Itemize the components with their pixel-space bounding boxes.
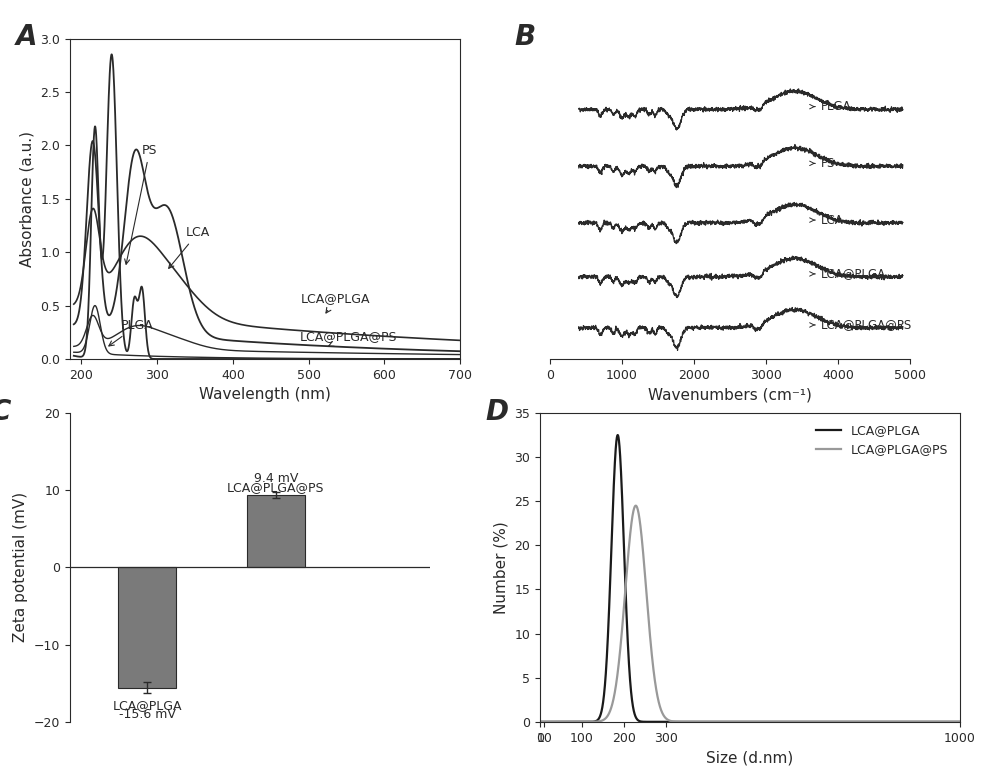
LCA@PLGA [855, 717, 867, 726]
Text: PLGA: PLGA [810, 100, 851, 113]
Bar [247, 495, 305, 567]
Text: B: B [514, 22, 535, 51]
Text: LCA@PLGA: LCA@PLGA [301, 293, 370, 313]
Text: PLGA: PLGA [109, 319, 153, 346]
Text: PS: PS [810, 157, 835, 170]
LCA@PLGA@PS [534, 717, 546, 726]
LCA@PLGA@PS [695, 717, 707, 726]
Text: LCA@PLGA@PS: LCA@PLGA@PS [299, 330, 397, 347]
LCA@PLGA@PS [611, 676, 623, 686]
Text: D: D [485, 398, 508, 425]
LCA@PLGA@PS [847, 717, 859, 726]
Y-axis label: Absorbance (a.u.): Absorbance (a.u.) [20, 130, 35, 267]
Y-axis label: Zeta potential (mV): Zeta potential (mV) [13, 493, 28, 642]
Text: -15.6 mV: -15.6 mV [119, 708, 176, 721]
Text: LCA: LCA [810, 214, 843, 226]
X-axis label: Size (d.nm): Size (d.nm) [706, 750, 794, 765]
LCA@PLGA@PS [786, 717, 798, 726]
LCA@PLGA [612, 431, 624, 440]
Text: LCA@PLGA@PS: LCA@PLGA@PS [227, 481, 324, 494]
Line: LCA@PLGA@PS: LCA@PLGA@PS [540, 506, 960, 722]
Bar [118, 567, 176, 688]
Text: LCA: LCA [169, 226, 210, 269]
X-axis label: Wavelength (nm): Wavelength (nm) [199, 388, 331, 402]
Text: PS: PS [125, 144, 157, 264]
LCA@PLGA [954, 717, 966, 726]
Text: LCA@PLGA@PS: LCA@PLGA@PS [810, 319, 912, 331]
Text: C: C [0, 398, 11, 425]
Text: 9.4 mV: 9.4 mV [254, 472, 298, 486]
Y-axis label: Number (%): Number (%) [494, 521, 509, 614]
LCA@PLGA [534, 717, 546, 726]
LCA@PLGA@PS [879, 717, 891, 726]
LCA@PLGA [786, 717, 798, 726]
LCA@PLGA@PS [807, 717, 819, 726]
LCA@PLGA [807, 717, 819, 726]
LCA@PLGA [847, 717, 859, 726]
Legend: LCA@PLGA, LCA@PLGA@PS: LCA@PLGA, LCA@PLGA@PS [811, 419, 954, 462]
Text: LCA@PLGA: LCA@PLGA [810, 267, 886, 280]
LCA@PLGA [611, 435, 623, 445]
LCA@PLGA@PS [630, 501, 642, 510]
Line: LCA@PLGA: LCA@PLGA [540, 435, 960, 722]
LCA@PLGA@PS [954, 717, 966, 726]
Text: LCA@PLGA: LCA@PLGA [112, 699, 182, 712]
X-axis label: Wavenumbers (cm⁻¹): Wavenumbers (cm⁻¹) [648, 388, 812, 402]
Text: A: A [15, 22, 37, 51]
LCA@PLGA [695, 717, 707, 726]
LCA@PLGA [879, 717, 891, 726]
